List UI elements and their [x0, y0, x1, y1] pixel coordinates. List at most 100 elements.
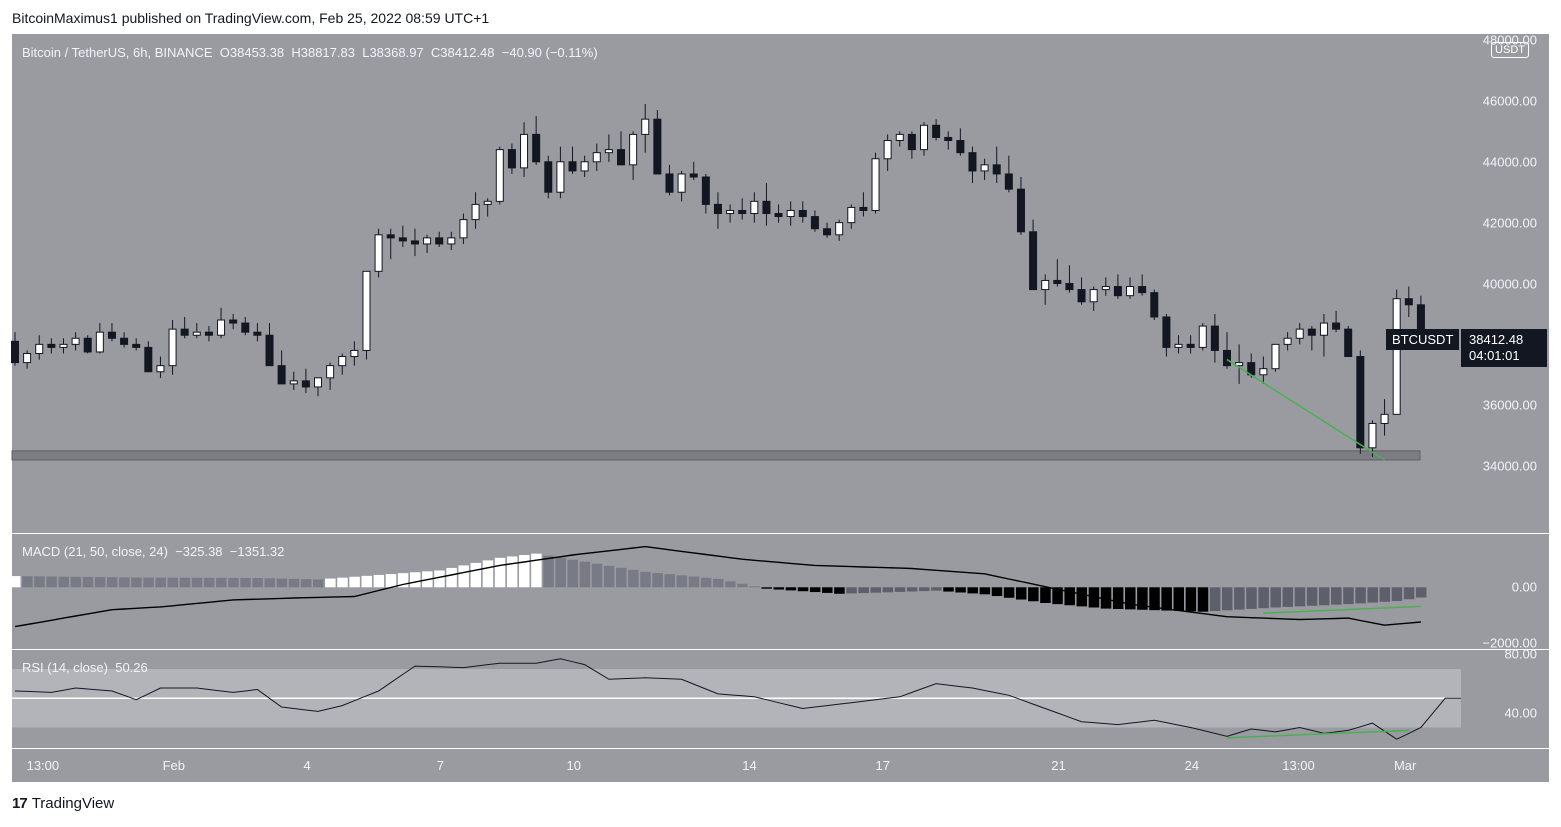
candle [1235, 344, 1244, 384]
legend-close-label: C [430, 45, 441, 60]
macd-histogram-bar [1246, 587, 1257, 609]
candle [120, 332, 129, 348]
macd-histogram-bar [1379, 587, 1391, 602]
macd-histogram-bar [919, 587, 930, 592]
macd-histogram-bar [531, 553, 542, 588]
candle [47, 338, 56, 354]
macd-histogram-bar [1222, 587, 1233, 611]
candle-body-down [144, 346, 153, 373]
macd-histogram-bar [216, 577, 227, 588]
chart-frame: Bitcoin / TetherUS, 6h, BINANCE O38453.3… [10, 33, 1549, 782]
macd-histogram-bar [1015, 587, 1027, 600]
candle [1029, 219, 1038, 291]
macd-histogram-bar [1052, 587, 1063, 605]
candle-body-down [907, 133, 916, 151]
macd-histogram-bar [1234, 587, 1245, 610]
candle-body-down [1029, 231, 1038, 291]
candle-body-up [350, 349, 359, 358]
candle-body-up [1041, 279, 1050, 291]
candle [956, 128, 965, 156]
candle-body-up [326, 365, 335, 379]
candle [532, 116, 541, 165]
time-axis-tick: Mar [1393, 758, 1417, 773]
candle-body-down [1016, 188, 1025, 233]
candle [1041, 274, 1050, 305]
candle [726, 204, 735, 223]
candle-body-down [398, 237, 407, 242]
candle [568, 146, 577, 174]
currency-badge[interactable]: USDT [1491, 42, 1529, 58]
macd-histogram-bar [749, 586, 760, 588]
tradingview-logo-text: TradingView [31, 795, 115, 812]
candle-body-down [1004, 173, 1013, 190]
candle-body-down [1210, 325, 1219, 351]
support-zone [11, 450, 1421, 461]
macd-histogram-bar [1197, 587, 1209, 612]
candle [23, 350, 32, 369]
rsi-axis[interactable]: 40.00 80.00 [1461, 647, 1549, 748]
candle [35, 335, 44, 360]
macd-histogram-bar [858, 587, 869, 594]
candle-body-up [71, 337, 80, 345]
candle-body-down [1223, 349, 1231, 367]
candle-body-down [1307, 328, 1316, 336]
candle [423, 234, 432, 254]
macd-histogram-bar [34, 576, 45, 588]
macd-histogram-bar [94, 577, 106, 588]
candle-body-down [653, 118, 662, 175]
candle [677, 170, 686, 202]
candle-body-up [314, 377, 322, 388]
macd-histogram-bar [373, 574, 385, 588]
candle-body-up [1089, 289, 1098, 303]
macd-histogram-bar [1403, 587, 1415, 600]
macd-histogram-bar [1306, 587, 1318, 606]
price-axis-tick: 40000.00 [1482, 276, 1537, 291]
macd-histogram-bar [300, 579, 312, 588]
candle [253, 323, 262, 342]
macd-histogram-bar [700, 577, 712, 588]
macd-histogram-bar [1125, 587, 1136, 610]
candle [132, 338, 141, 351]
candle [617, 131, 625, 166]
macd-histogram-bar [1064, 587, 1075, 606]
rsi-chart-svg [12, 658, 1470, 740]
legend-change: −40.90 (−0.11%) [501, 45, 598, 60]
candle [762, 183, 771, 226]
macd-histogram-bar [555, 557, 566, 588]
macd-pane[interactable]: MACD (21, 50, close, 24) −325.38 −1351.3… [10, 534, 1461, 649]
time-axis-tick: 4 [303, 758, 311, 773]
time-axis[interactable]: 13:00 Feb 4 7 10 14 17 21 24 13:00 Mar [12, 749, 1461, 782]
price-pane[interactable]: Bitcoin / TetherUS, 6h, BINANCE O38453.3… [11, 34, 1461, 533]
candle-body-down [277, 365, 286, 385]
candle-body-up [641, 118, 650, 135]
macd-histogram-bar [313, 579, 324, 588]
candle-body-down [1344, 328, 1353, 358]
macd-histogram-bar [834, 587, 845, 594]
candle [229, 313, 238, 330]
macd-histogram-bar [434, 570, 445, 588]
candle [374, 228, 383, 278]
macd-histogram-bar [82, 576, 94, 588]
price-axis[interactable]: USDT 34000.0036000.0038000.0040000.00420… [1461, 33, 1549, 533]
candle [1344, 326, 1353, 358]
rsi-pane[interactable]: RSI (14, close) 50.26 [12, 650, 1470, 748]
macd-histogram-bar [894, 587, 906, 592]
candle [992, 146, 1001, 184]
candle [1295, 323, 1304, 345]
candle-body-up [192, 331, 201, 336]
macd-axis[interactable]: 0.00 −2000.00 [1461, 534, 1549, 651]
candle-body-up [156, 365, 165, 373]
macd-histogram-bar [640, 571, 651, 588]
macd-histogram-bar [506, 556, 518, 588]
candle-body-down [132, 343, 141, 348]
candle [604, 134, 613, 162]
macd-histogram-bar [1355, 587, 1366, 604]
rsi-legend: RSI (14, close) 50.26 [22, 660, 148, 675]
candle [459, 213, 468, 244]
candle-body-down [544, 161, 553, 193]
macd-histogram-bar [1003, 587, 1015, 598]
candle [1332, 310, 1341, 333]
candle [1126, 277, 1135, 299]
tradingview-logo[interactable]: 17 TradingView [12, 795, 114, 812]
macd-value-1: −325.38 [175, 544, 223, 559]
